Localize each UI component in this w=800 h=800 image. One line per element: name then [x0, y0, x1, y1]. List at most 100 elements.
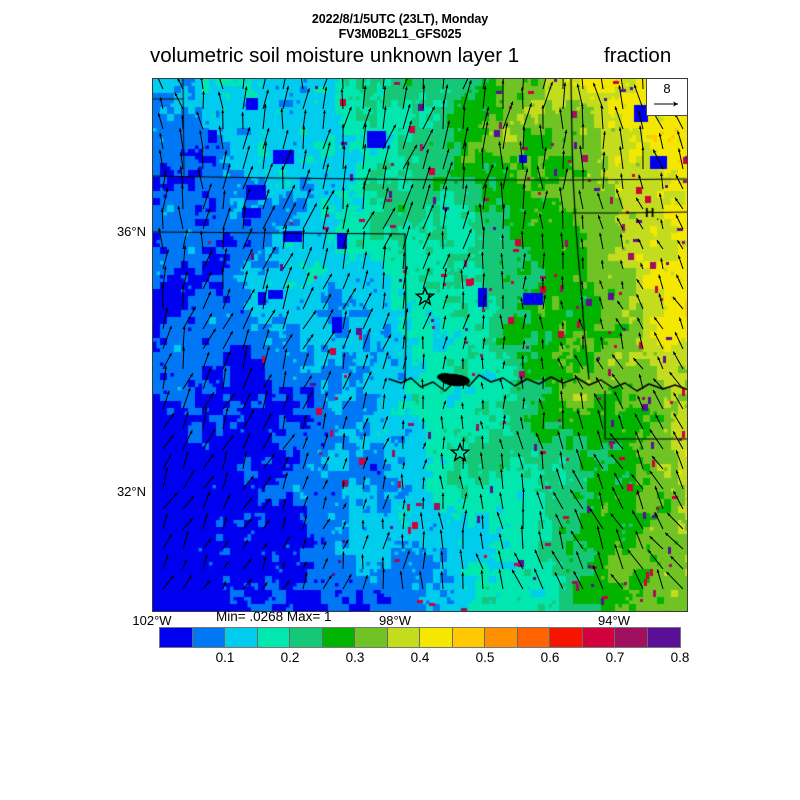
- wind-vector: [242, 188, 251, 210]
- wind-vector: [382, 437, 390, 450]
- wind-vector: [422, 530, 426, 550]
- wind-vector: [222, 450, 228, 470]
- wind-vector: [322, 189, 335, 210]
- wind-vector: [202, 328, 217, 350]
- wind-vector: [342, 145, 346, 170]
- wind-vector: [362, 392, 368, 410]
- wind-reference-key: 8: [646, 79, 687, 116]
- wind-vector: [502, 336, 506, 350]
- wind-vector: [342, 457, 348, 470]
- wind-vector: [482, 183, 488, 210]
- wind-vector: [361, 520, 365, 529]
- wind-vector: [262, 205, 276, 230]
- wind-vector: [300, 79, 304, 90]
- wind-vector: [302, 109, 307, 130]
- wind-vector: [596, 525, 604, 550]
- wind-vector: [638, 125, 644, 150]
- wind-vector: [511, 569, 524, 590]
- wind-vector: [182, 271, 188, 290]
- wind-vector: [653, 316, 664, 330]
- header-date: 2022/8/1/5UTC (23LT), Monday: [311, 12, 489, 26]
- wind-vector: [182, 518, 194, 530]
- wind-vector: [200, 148, 204, 170]
- wind-vector: [580, 238, 584, 250]
- wind-vector: [654, 511, 664, 530]
- wind-vector: [242, 433, 251, 450]
- wind-vector: [520, 375, 524, 390]
- wind-vector: [536, 491, 544, 510]
- wind-vector: [581, 214, 584, 230]
- wind-vector: [322, 518, 331, 530]
- wind-vector: [402, 550, 410, 570]
- wind-vector: [539, 315, 544, 330]
- wind-vector: [482, 294, 486, 310]
- wind-vector: [540, 450, 544, 470]
- wind-vector: [162, 266, 167, 290]
- wind-vector: [342, 503, 347, 510]
- wind-vector: [322, 391, 328, 410]
- wind-vector: [362, 371, 372, 390]
- wind-vector: [499, 438, 504, 450]
- wind-vector: [636, 489, 644, 510]
- wind-vector: [538, 530, 544, 550]
- wind-vector: [242, 409, 255, 430]
- wind-vector: [282, 561, 286, 570]
- colorbar-segment: [647, 628, 680, 647]
- wind-vector: [522, 210, 527, 230]
- wind-vector: [162, 554, 169, 570]
- colorbar[interactable]: [160, 628, 680, 647]
- wind-vector: [561, 251, 565, 270]
- wind-vector: [222, 407, 229, 430]
- wind-vector: [501, 234, 505, 250]
- wind-vector: [675, 469, 684, 490]
- wind-vector: [162, 390, 170, 410]
- wind-vector: [202, 391, 215, 410]
- wind-vector: [675, 449, 684, 470]
- wind-vector: [421, 335, 425, 350]
- wind-vector: [382, 494, 390, 510]
- wind-vector: [480, 569, 484, 590]
- wind-vector: [422, 311, 432, 330]
- wind-vector: [442, 315, 447, 330]
- wind-vector: [595, 376, 604, 390]
- wind-vector: [542, 79, 547, 90]
- wind-vector: [342, 433, 346, 450]
- wind-vector: [574, 374, 584, 390]
- wind-vector: [632, 357, 644, 370]
- wind-vector: [460, 269, 464, 290]
- wind-vector: [597, 192, 604, 210]
- wind-vector: [482, 121, 489, 150]
- wind-vector: [462, 437, 465, 450]
- wind-vector: [382, 394, 386, 410]
- colorbar-segment: [387, 628, 420, 647]
- wind-vector: [322, 205, 329, 230]
- wind-vector: [362, 123, 367, 150]
- wind-vector: [541, 105, 545, 130]
- wind-vector: [520, 297, 524, 310]
- wind-vector: [158, 149, 164, 170]
- wind-vector: [670, 555, 684, 570]
- wind-vector: [421, 378, 424, 390]
- wind-vector: [262, 556, 267, 570]
- wind-vector: [342, 481, 345, 490]
- wind-vector: [282, 395, 290, 410]
- wind-vector: [560, 390, 564, 410]
- wind-vector: [620, 259, 624, 270]
- wind-vector: [579, 392, 584, 410]
- wind-vector: [610, 513, 624, 530]
- map-plot-area[interactable]: 8: [152, 78, 688, 612]
- wind-vector: [611, 486, 624, 510]
- wind-vector: [222, 540, 229, 550]
- wind-vector: [402, 394, 407, 410]
- wind-vector: [174, 92, 184, 110]
- wind-vector: [613, 472, 624, 490]
- wind-vector: [600, 104, 604, 130]
- wind-vector: [442, 208, 448, 230]
- wind-vector: [177, 205, 184, 230]
- wind-vector: [658, 293, 664, 310]
- wind-vector: [522, 253, 526, 270]
- wind-vector: [636, 278, 644, 290]
- wind-vector: [262, 453, 276, 470]
- wind-vector: [576, 409, 584, 430]
- wind-vector: [554, 571, 564, 590]
